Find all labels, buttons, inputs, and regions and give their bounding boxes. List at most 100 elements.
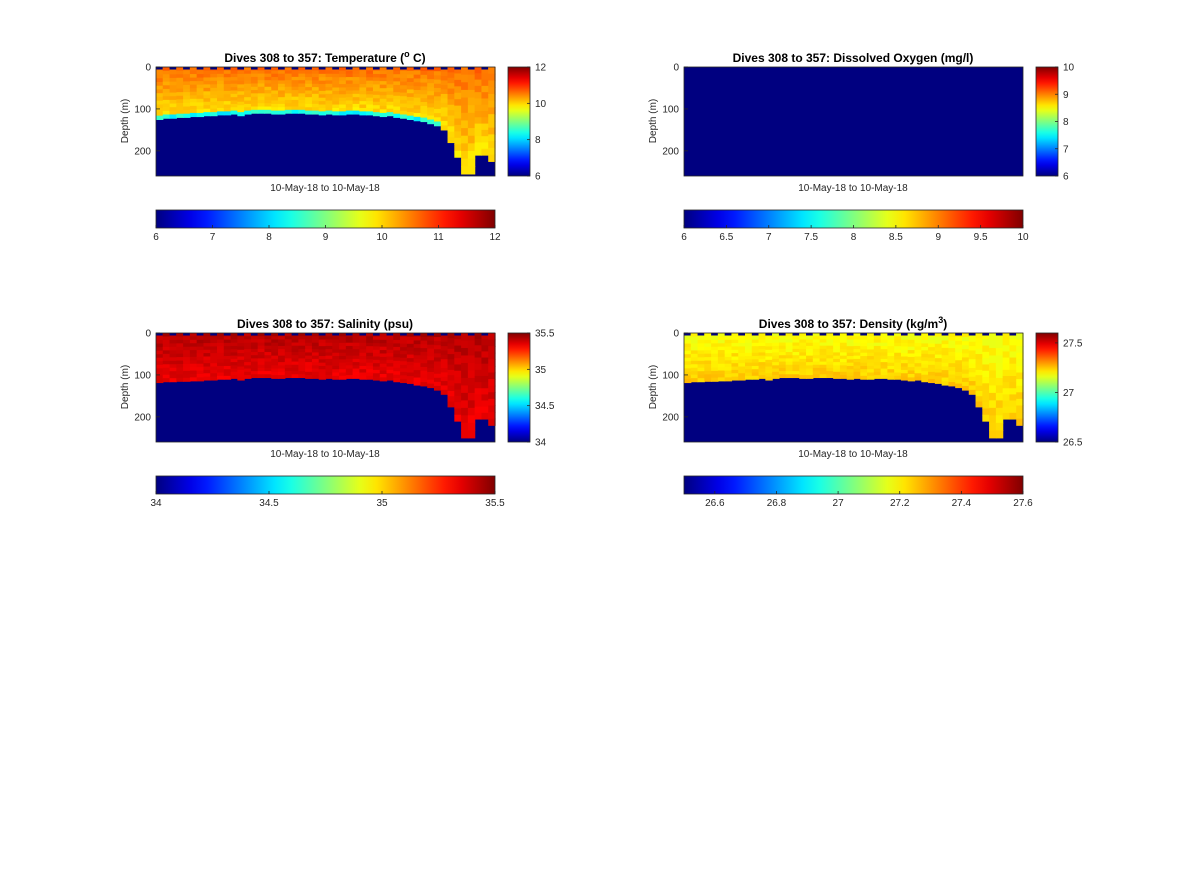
data-cell bbox=[189, 336, 198, 341]
data-cell bbox=[697, 357, 705, 362]
data-cell bbox=[237, 87, 245, 92]
surface-gap-cell bbox=[372, 333, 380, 336]
data-cell bbox=[690, 343, 699, 348]
data-cell bbox=[704, 377, 712, 382]
data-cell bbox=[176, 92, 184, 97]
data-cell bbox=[461, 422, 469, 431]
data-cell bbox=[318, 339, 327, 344]
data-cell bbox=[914, 349, 922, 354]
data-cell bbox=[914, 369, 922, 374]
data-cell bbox=[792, 361, 800, 366]
data-cell bbox=[366, 342, 374, 347]
data-cell bbox=[237, 346, 245, 351]
data-cell bbox=[156, 78, 164, 83]
data-cell bbox=[880, 365, 888, 370]
data-cell bbox=[400, 114, 408, 119]
data-cell bbox=[183, 370, 191, 375]
data-cell bbox=[203, 108, 211, 113]
data-cell bbox=[257, 67, 266, 71]
data-cell bbox=[474, 375, 483, 383]
data-cell bbox=[921, 364, 929, 369]
data-cell bbox=[989, 385, 997, 394]
data-cell bbox=[921, 378, 929, 383]
data-cell bbox=[156, 89, 164, 94]
data-cell bbox=[189, 95, 198, 100]
data-cell bbox=[921, 339, 929, 345]
data-cell bbox=[447, 348, 455, 355]
data-cell bbox=[284, 355, 293, 359]
data-cell bbox=[176, 84, 184, 90]
data-cell bbox=[684, 364, 692, 369]
data-cell bbox=[1009, 357, 1017, 365]
data-cell bbox=[264, 348, 272, 353]
data-cell bbox=[488, 392, 496, 400]
data-cell bbox=[217, 80, 225, 85]
data-cell bbox=[846, 365, 855, 370]
data-cell bbox=[257, 352, 266, 356]
surface-gap-cell bbox=[738, 333, 746, 336]
data-cell bbox=[406, 100, 415, 106]
data-cell bbox=[318, 87, 327, 92]
data-cell bbox=[162, 103, 171, 108]
surface-gap-cell bbox=[278, 333, 285, 336]
data-cell bbox=[833, 349, 841, 354]
data-cell bbox=[447, 359, 455, 366]
data-cell bbox=[305, 80, 313, 85]
data-cell bbox=[846, 359, 855, 364]
data-cell bbox=[196, 356, 205, 361]
data-cell bbox=[291, 355, 299, 359]
data-cell bbox=[887, 352, 895, 357]
data-cell bbox=[481, 85, 489, 93]
x-axis-label: 10-May-18 to 10-May-18 bbox=[270, 449, 380, 460]
data-cell bbox=[406, 376, 415, 381]
data-cell bbox=[461, 333, 469, 342]
data-cell bbox=[697, 374, 705, 379]
data-cell bbox=[806, 345, 814, 350]
data-cell bbox=[210, 73, 218, 79]
data-cell bbox=[873, 339, 882, 344]
data-cell bbox=[427, 352, 435, 357]
surface-gap-cell bbox=[318, 67, 326, 70]
data-cell bbox=[386, 77, 394, 82]
data-cell bbox=[345, 368, 354, 373]
data-cell bbox=[298, 93, 306, 98]
data-cell bbox=[433, 373, 442, 379]
data-cell bbox=[298, 361, 306, 366]
data-cell bbox=[833, 342, 841, 347]
colorbar-tick-label: 27.5 bbox=[1063, 338, 1083, 349]
data-cell bbox=[352, 375, 360, 379]
data-cell bbox=[386, 80, 394, 85]
data-cell bbox=[454, 389, 462, 397]
data-cell bbox=[860, 336, 868, 341]
data-cell bbox=[806, 368, 814, 373]
colorbar-tick-label: 9 bbox=[935, 232, 941, 243]
data-cell bbox=[427, 379, 435, 385]
data-cell bbox=[427, 107, 435, 113]
data-cell bbox=[488, 147, 496, 156]
data-cell bbox=[406, 70, 415, 76]
data-cell bbox=[169, 350, 177, 355]
data-cell bbox=[955, 360, 963, 365]
data-cell bbox=[359, 359, 367, 364]
data-cell bbox=[785, 361, 794, 366]
data-cell bbox=[339, 352, 347, 357]
data-cell bbox=[271, 67, 279, 71]
data-cell bbox=[717, 360, 726, 365]
data-cell bbox=[230, 80, 238, 85]
data-cell bbox=[440, 381, 449, 387]
data-cell bbox=[156, 357, 164, 362]
data-cell bbox=[961, 381, 970, 387]
data-cell bbox=[989, 370, 997, 379]
data-cell bbox=[325, 355, 333, 360]
data-cell bbox=[298, 345, 306, 350]
data-cell bbox=[162, 107, 171, 112]
data-cell bbox=[488, 385, 496, 393]
data-cell bbox=[880, 371, 888, 376]
data-cell bbox=[400, 350, 408, 355]
colorbar-tick-label: 8 bbox=[266, 232, 272, 243]
data-cell bbox=[345, 362, 354, 366]
data-cell bbox=[765, 346, 773, 351]
data-cell bbox=[393, 360, 401, 365]
data-cell bbox=[230, 345, 238, 350]
data-cell bbox=[690, 339, 699, 345]
